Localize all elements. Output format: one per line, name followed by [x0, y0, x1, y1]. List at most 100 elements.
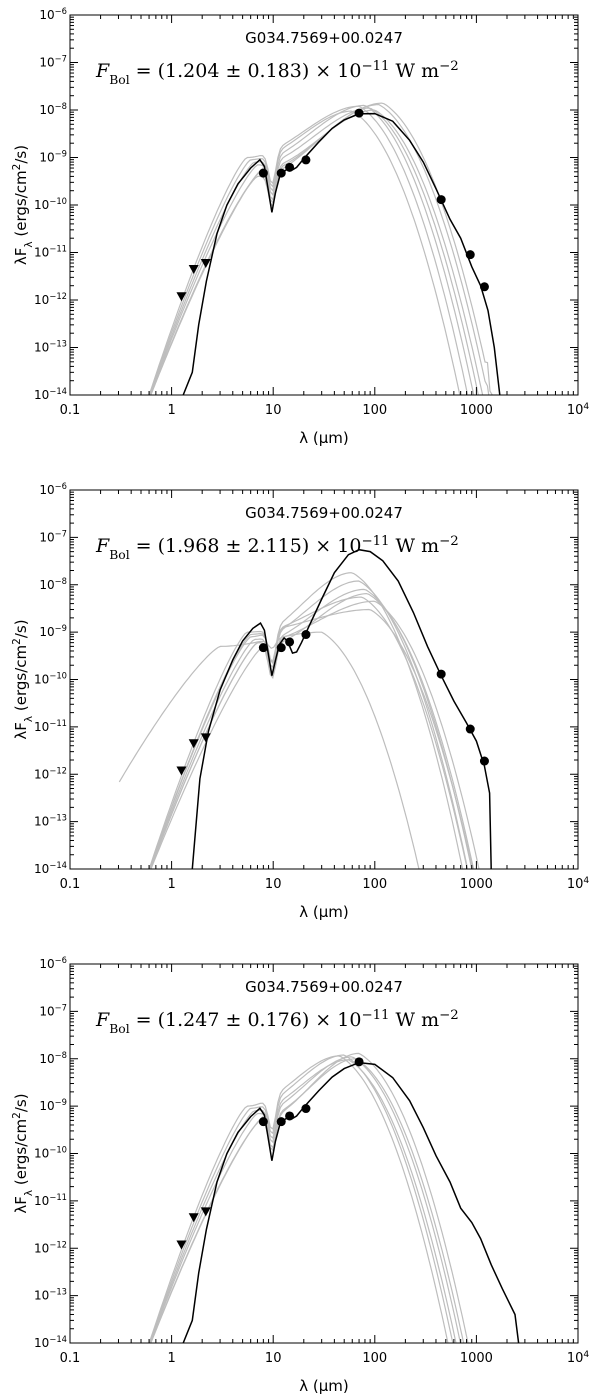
x-tick-label: 10 [265, 877, 282, 892]
x-tick-label: 100 [362, 1351, 387, 1366]
model-sed-curve [149, 107, 479, 395]
detection-point [285, 1111, 295, 1121]
y-tick-label: 10−9 [39, 149, 67, 165]
y-tick-label: 10−13 [34, 813, 67, 829]
detection-point [354, 1057, 364, 1067]
x-axis-label: λ (μm) [299, 903, 349, 921]
y-tick-label: 10−13 [34, 339, 67, 355]
source-name: G034.7569+00.0247 [245, 978, 403, 996]
model-sed-curve [149, 600, 480, 869]
upper-limit-marker [200, 733, 211, 743]
x-tick-label: 1000 [460, 403, 493, 418]
y-tick-label: 10−6 [39, 481, 67, 497]
model-sed-curve [149, 104, 475, 395]
plot-area [148, 1052, 520, 1343]
model-sed-curve [150, 102, 493, 395]
detection-point [301, 630, 311, 640]
y-tick-label: 10−14 [34, 386, 67, 402]
upper-limit-marker [200, 259, 211, 269]
model-sed-curve [150, 103, 490, 395]
y-tick-label: 10−8 [39, 101, 67, 117]
y-tick-label: 10−7 [39, 54, 67, 70]
y-axis-label: λFλ (ergs/cm2/s) [11, 1093, 35, 1213]
y-tick-label: 10−14 [34, 860, 67, 876]
upper-limit-marker [188, 1213, 199, 1223]
y-axis-label: λFλ (ergs/cm2/s) [11, 145, 35, 265]
bolometric-flux-annotation: FBol = (1.968 ± 2.115) × 10−11 W m−2 [95, 534, 459, 563]
detection-point [276, 643, 286, 653]
upper-limit-marker [188, 739, 199, 749]
x-tick-label: 0.1 [60, 877, 81, 892]
best-fit-sed-curve [191, 548, 492, 869]
sed-panel-2: 10−14 10−13 10−12 10−11 10−10 10−9 10−8 10−7 10−… [11, 481, 589, 921]
y-tick-label: 10−9 [39, 1097, 67, 1113]
y-tick-label: 10−10 [34, 196, 67, 212]
upper-limit-marker [188, 264, 199, 274]
model-sed-curve [148, 1055, 449, 1343]
x-tick-label: 1000 [460, 1351, 493, 1366]
x-tick-label: 1 [167, 403, 175, 418]
y-tick-label: 10−9 [39, 623, 67, 639]
upper-limit-marker [200, 1207, 211, 1217]
best-fit-sed-curve [182, 112, 501, 395]
upper-limit-marker [176, 292, 187, 302]
detection-point [465, 724, 475, 734]
sed-panel-1: 10−14 10−13 10−12 10−11 10−10 10−9 10−8 10−7 10−… [11, 6, 589, 447]
plot-area [148, 102, 501, 395]
x-tick-label: 104 [567, 402, 590, 418]
model-sed-curve [148, 1054, 454, 1343]
y-axis-label: λFλ (ergs/cm2/s) [11, 619, 35, 739]
y-tick-label: 10−7 [39, 528, 67, 544]
model-sed-curve [118, 631, 420, 869]
detection-point [301, 155, 311, 165]
detection-point [436, 669, 446, 679]
y-tick-label: 10−8 [39, 576, 67, 592]
detection-point [276, 168, 286, 178]
y-tick-label: 10−11 [34, 1192, 67, 1208]
y-tick-label: 10−6 [39, 6, 67, 22]
x-tick-label: 100 [362, 877, 387, 892]
upper-limit-marker [176, 766, 187, 776]
model-sed-curve [149, 588, 473, 869]
detection-point [258, 168, 268, 178]
x-axis-label: λ (μm) [299, 429, 349, 447]
x-tick-label: 0.1 [60, 403, 81, 418]
model-sed-curve [150, 592, 475, 869]
model-sed-curve [148, 110, 461, 395]
y-tick-label: 10−6 [39, 955, 67, 971]
model-sed-curve [149, 572, 464, 869]
detection-point [301, 1104, 311, 1114]
y-tick-label: 10−7 [39, 1002, 67, 1018]
source-name: G034.7569+00.0247 [245, 504, 403, 522]
x-tick-label: 1 [167, 1351, 175, 1366]
x-tick-label: 10 [265, 403, 282, 418]
y-tick-label: 10−12 [34, 1239, 67, 1255]
x-tick-label: 1 [167, 877, 175, 892]
y-tick-label: 10−14 [34, 1334, 67, 1350]
detection-point [479, 282, 489, 292]
x-tick-label: 10 [265, 1351, 282, 1366]
detection-point [285, 637, 295, 647]
x-axis-label: λ (μm) [299, 1377, 349, 1395]
x-tick-label: 1000 [460, 877, 493, 892]
sed-panel-3: 10−14 10−13 10−12 10−11 10−10 10−9 10−8 10−7 10−… [11, 955, 589, 1395]
best-fit-sed-curve [182, 1061, 520, 1343]
x-tick-label: 100 [362, 403, 387, 418]
model-sed-curve [148, 608, 474, 869]
x-tick-label: 104 [567, 876, 590, 892]
model-sed-curve [149, 1059, 457, 1343]
upper-limit-marker [176, 1240, 187, 1250]
detection-point [465, 250, 475, 260]
y-tick-label: 10−8 [39, 1050, 67, 1066]
detection-point [276, 1117, 286, 1127]
y-tick-label: 10−11 [34, 244, 67, 260]
x-tick-label: 104 [567, 1350, 590, 1366]
detection-point [285, 162, 295, 172]
y-tick-label: 10−11 [34, 718, 67, 734]
y-tick-label: 10−12 [34, 291, 67, 307]
model-sed-curve [148, 105, 469, 395]
detection-point [479, 756, 489, 766]
y-tick-label: 10−10 [34, 671, 67, 687]
detection-point [436, 195, 446, 205]
